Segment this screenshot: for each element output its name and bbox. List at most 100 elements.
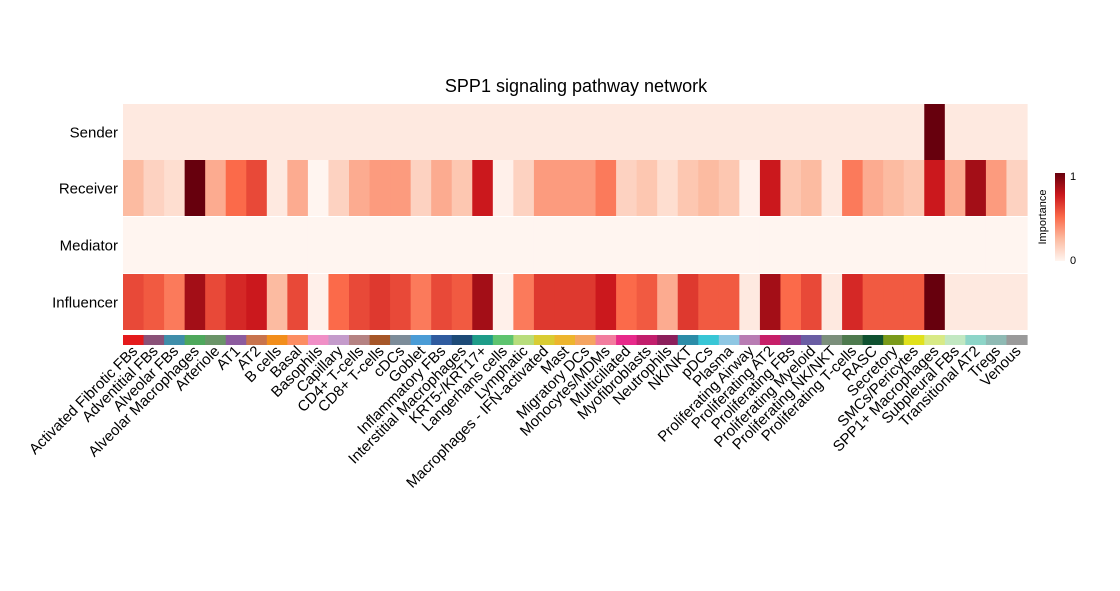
- column-color-cell: [492, 335, 514, 345]
- column-color-cell: [287, 335, 309, 345]
- heatmap-cell: [184, 160, 206, 216]
- heatmap-cell: [862, 104, 884, 160]
- heatmap-cell: [965, 104, 987, 160]
- column-color-cell: [513, 335, 535, 345]
- heatmap-cell: [554, 217, 576, 273]
- legend-min-label: 0: [1070, 255, 1076, 267]
- column-color-cell: [944, 335, 966, 345]
- column-color-cell: [718, 335, 740, 345]
- heatmap-cell: [616, 217, 638, 273]
- heatmap-cell: [616, 274, 638, 330]
- heatmap-cell: [759, 160, 782, 216]
- heatmap-cell: [780, 217, 802, 273]
- chart-title: SPP1 signaling pathway network: [445, 76, 708, 96]
- heatmap-cell: [307, 217, 330, 273]
- heatmap-cell: [595, 160, 617, 216]
- heatmap-cell: [575, 217, 597, 273]
- heatmap-cell: [307, 160, 330, 216]
- heatmap-cell: [184, 274, 206, 330]
- column-color-cell: [821, 335, 843, 345]
- heatmap-cell: [903, 160, 925, 216]
- heatmap-cell: [718, 104, 740, 160]
- heatmap-cell: [513, 217, 535, 273]
- heatmap-cell: [349, 217, 371, 273]
- heatmap-cell: [287, 104, 309, 160]
- heatmap-cell: [533, 217, 556, 273]
- column-color-cell: [924, 335, 946, 345]
- heatmap-cell: [307, 104, 330, 160]
- heatmap-cell: [369, 160, 391, 216]
- heatmap-cell: [164, 217, 186, 273]
- heatmap-cell: [143, 104, 165, 160]
- heatmap-cell: [924, 217, 946, 273]
- heatmap-cell: [595, 104, 617, 160]
- heatmap-cell: [328, 274, 350, 330]
- column-color-cell: [985, 335, 1008, 345]
- column-color-cell: [739, 335, 761, 345]
- heatmap-cell: [944, 274, 966, 330]
- heatmap-cell: [759, 274, 782, 330]
- heatmap-cell: [657, 160, 679, 216]
- heatmap-cell: [759, 104, 782, 160]
- heatmap-cell: [225, 104, 247, 160]
- heatmap-cell: [349, 104, 371, 160]
- heatmap-cell: [143, 274, 165, 330]
- heatmap-cell: [533, 160, 556, 216]
- column-color-cell: [862, 335, 884, 345]
- heatmap-cell: [513, 274, 535, 330]
- column-color-cell: [390, 335, 412, 345]
- heatmap-cell: [349, 274, 371, 330]
- heatmap-cell: [1006, 104, 1028, 160]
- heatmap-cell: [759, 217, 782, 273]
- heatmap-cell: [924, 160, 946, 216]
- heatmap-cell: [390, 160, 412, 216]
- column-color-cell: [307, 335, 330, 345]
- heatmap-cell: [164, 104, 186, 160]
- heatmap-cell: [780, 160, 802, 216]
- row-label: Receiver: [59, 181, 118, 198]
- heatmap-cell: [143, 160, 165, 216]
- heatmap-cell: [924, 104, 946, 160]
- column-color-cell: [164, 335, 186, 345]
- heatmap-cells: [123, 104, 1028, 330]
- column-color-cell: [451, 335, 473, 345]
- heatmap-cell: [862, 160, 884, 216]
- heatmap-cell: [575, 104, 597, 160]
- column-color-cell: [575, 335, 597, 345]
- heatmap-cell: [903, 274, 925, 330]
- heatmap-cell: [821, 274, 843, 330]
- heatmap-cell: [266, 274, 288, 330]
- column-color-cell: [123, 335, 145, 345]
- heatmap-cell: [985, 160, 1008, 216]
- heatmap-cell: [862, 217, 884, 273]
- column-color-cell: [225, 335, 247, 345]
- heatmap-cell: [266, 160, 288, 216]
- heatmap-cell: [575, 274, 597, 330]
- heatmap-cell: [985, 217, 1008, 273]
- heatmap-cell: [780, 104, 802, 160]
- column-color-cell: [472, 335, 494, 345]
- heatmap-cell: [369, 217, 391, 273]
- heatmap-cell: [677, 274, 699, 330]
- column-color-cell: [431, 335, 453, 345]
- heatmap-cell: [965, 274, 987, 330]
- legend-gradient-bar: [1055, 173, 1065, 261]
- heatmap-cell: [821, 104, 843, 160]
- column-color-cell: [349, 335, 371, 345]
- heatmap-cell: [739, 104, 761, 160]
- row-label: Sender: [70, 125, 118, 142]
- heatmap-cell: [431, 104, 453, 160]
- row-label: Influencer: [52, 295, 118, 312]
- heatmap-cell: [472, 160, 494, 216]
- heatmap-cell: [123, 160, 145, 216]
- heatmap-cell: [677, 217, 699, 273]
- heatmap-cell: [718, 217, 740, 273]
- column-color-cell: [369, 335, 391, 345]
- heatmap-cell: [739, 160, 761, 216]
- heatmap-cell: [801, 217, 823, 273]
- column-color-cell: [883, 335, 905, 345]
- column-color-cell: [328, 335, 350, 345]
- heatmap-cell: [287, 160, 309, 216]
- heatmap-cell: [287, 217, 309, 273]
